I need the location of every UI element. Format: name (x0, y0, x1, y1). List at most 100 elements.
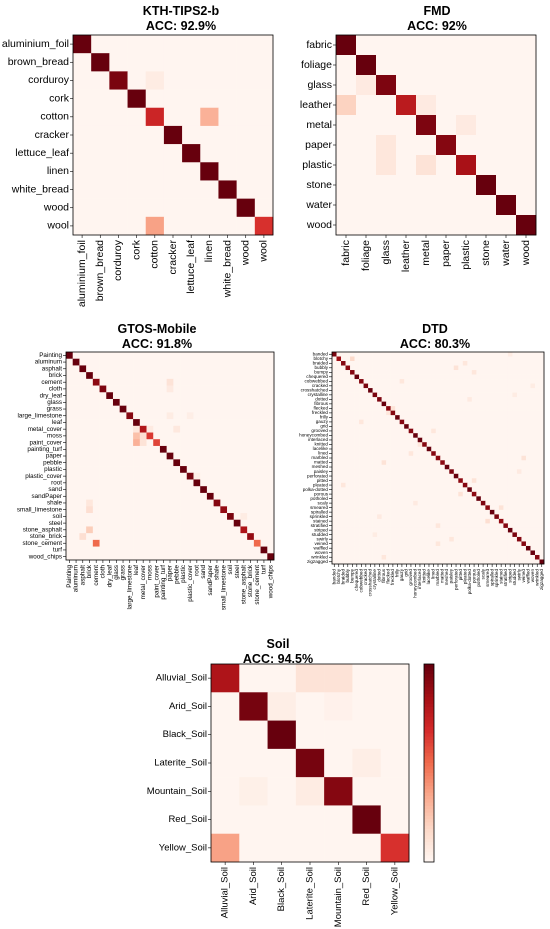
heatmap-cell (363, 464, 369, 470)
heatmap-cell (381, 415, 387, 420)
heatmap-cell (233, 533, 241, 541)
heatmap-cell (431, 554, 437, 560)
heatmap-cell (458, 491, 464, 497)
heatmap-cell (193, 506, 201, 514)
colorbar-segment (424, 822, 434, 827)
heatmap-cell (390, 433, 396, 438)
heatmap-cell (341, 505, 346, 511)
heatmap-cell (236, 180, 256, 199)
heatmap-cell (453, 442, 459, 448)
y-tick-label: leather (300, 99, 333, 111)
heatmap-cell (507, 365, 513, 371)
heatmap-cell (86, 365, 94, 373)
heatmap-cell (507, 379, 513, 384)
heatmap-cell (324, 692, 353, 721)
heatmap-cell (516, 392, 522, 398)
heatmap-cell (193, 533, 201, 541)
colorbar-segment (424, 710, 434, 714)
heatmap-cell (462, 406, 468, 411)
heatmap-cell (368, 523, 373, 529)
heatmap-cell (213, 365, 221, 373)
heatmap-cell (359, 455, 364, 461)
heatmap-cell (471, 370, 477, 375)
y-tick-label: metal (306, 119, 332, 131)
heatmap-cell (73, 53, 92, 72)
heatmap-cell (381, 554, 387, 560)
heatmap-cell (413, 518, 418, 524)
heatmap-cell (467, 419, 473, 425)
heatmap-cell (471, 392, 477, 398)
heatmap-cell (345, 532, 351, 538)
heatmap-cell (139, 385, 147, 393)
heatmap-cell (139, 425, 147, 433)
heatmap-cell (139, 479, 147, 487)
heatmap-cell (435, 379, 441, 384)
heatmap-cell (471, 460, 477, 466)
heatmap-cell (534, 365, 540, 371)
heatmap-cell (507, 392, 513, 398)
heatmap-cell (496, 215, 517, 236)
heatmap-cell (395, 550, 400, 556)
heatmap-cell (534, 482, 540, 488)
heatmap-cell (516, 514, 522, 520)
heatmap-cell (525, 374, 531, 380)
y-tick-label: white_bread (11, 183, 69, 195)
heatmap-cell (213, 405, 221, 413)
heatmap-cell (471, 428, 477, 434)
heatmap-cell (476, 215, 497, 236)
heatmap-cell (193, 372, 201, 380)
heatmap-cell (476, 135, 497, 156)
heatmap-cell (404, 491, 409, 497)
heatmap-cell (512, 464, 518, 470)
heatmap-cell (417, 428, 423, 434)
heatmap-cell (521, 455, 527, 461)
heatmap-cell (494, 424, 500, 429)
heatmap-cell (119, 445, 127, 453)
heatmap-cell (530, 527, 536, 533)
heatmap-cell (456, 195, 477, 216)
heatmap-cell (426, 406, 432, 411)
x-tick-label: potholed (476, 569, 481, 587)
heatmap-cell (381, 550, 387, 556)
heatmap-cell (471, 446, 477, 452)
heatmap-cell (133, 492, 141, 500)
heatmap-cell (386, 419, 391, 425)
heatmap-cell (534, 370, 540, 375)
heatmap-cell (417, 370, 423, 375)
y-tick-label: crosshatched (301, 388, 329, 393)
heatmap-cell (480, 397, 486, 402)
heatmap-cell (345, 397, 351, 402)
heatmap-cell (354, 478, 360, 484)
heatmap-cell (372, 523, 378, 529)
heatmap-cell (521, 415, 527, 420)
heatmap-cell (512, 356, 518, 362)
heatmap-cell (233, 539, 241, 547)
heatmap-cell (186, 506, 194, 514)
heatmap-cell (247, 439, 255, 447)
heatmap-cell (539, 455, 545, 461)
heatmap-cell (449, 473, 455, 479)
heatmap-cell (381, 352, 387, 357)
heatmap-cell (218, 107, 237, 127)
heatmap-cell (449, 464, 455, 470)
heatmap-cell (426, 554, 432, 560)
heatmap-cell (476, 532, 482, 538)
heatmap-cell (444, 383, 450, 389)
heatmap-cell (173, 385, 181, 393)
heatmap-cell (530, 446, 536, 452)
heatmap-cell (390, 365, 396, 371)
x-tick-label: wood (520, 240, 532, 266)
heatmap-cell (530, 361, 536, 366)
heatmap-cell (498, 527, 504, 533)
heatmap-cell (462, 505, 468, 511)
heatmap-cell (413, 505, 418, 511)
heatmap-cell (476, 446, 482, 452)
heatmap-cell (372, 541, 378, 547)
heatmap-cell (521, 365, 527, 371)
heatmap-cell (166, 445, 174, 453)
heatmap-cell (521, 487, 527, 493)
heatmap-cell (341, 365, 346, 371)
heatmap-cell (92, 553, 100, 561)
heatmap-cell (119, 365, 127, 373)
heatmap-cell (119, 425, 127, 433)
